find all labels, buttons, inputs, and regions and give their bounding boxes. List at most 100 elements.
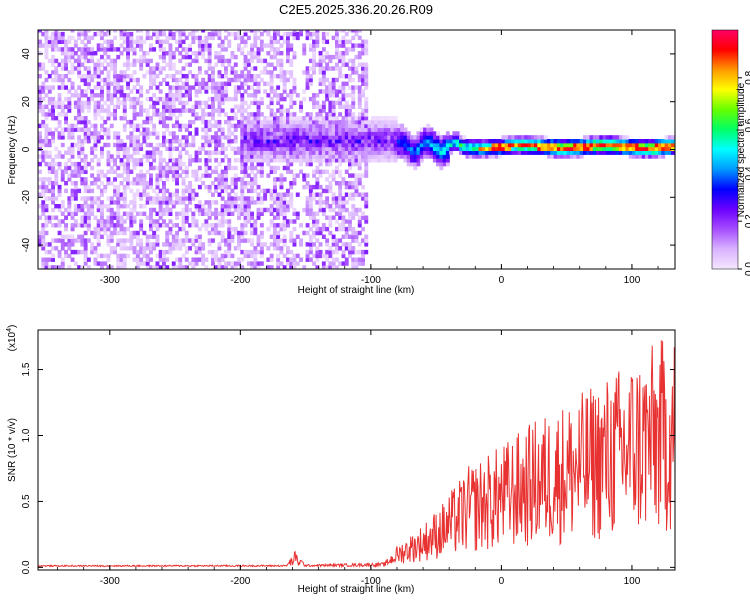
spectrogram-cell [527,139,532,144]
spectrogram-cell [233,31,238,37]
spectrogram-cell [250,116,254,121]
spectrogram-cell [240,51,245,56]
spectrogram-cell [256,127,261,132]
spectrogram-cell [426,127,431,132]
spectrogram-cell [204,70,209,75]
spectrogram-cell [361,211,365,216]
spectrogram-cell [220,100,225,106]
spectrogram-cell [149,35,153,41]
spectrogram-cell [80,204,85,209]
spectrogram-cell [341,223,346,228]
spectrogram-cell [233,165,238,171]
spectrogram-cell [256,58,261,64]
spectrogram-cell [315,253,320,259]
spectrogram-cell [250,215,254,220]
spectrogram-cell [113,188,117,194]
spectrogram-cell [286,127,290,132]
spectrogram-cell [184,51,189,56]
spectrogram-cell [83,196,88,201]
spectrogram-cell [142,74,147,79]
spectrogram-cell [344,169,349,174]
spectrogram-cell [625,139,630,144]
spectrogram-cell [286,249,290,255]
spectrogram-cell [211,261,215,266]
spectrogram-cell [279,93,284,98]
spectrogram-cell [60,142,65,148]
spectrogram-cell [122,211,127,216]
spectrogram-cell [331,169,336,174]
spectrogram-cell [243,196,248,201]
spectrogram-cell [328,261,333,266]
spectrogram-cell [233,196,238,201]
spectrogram-cell [269,188,274,194]
spectrogram-cell [246,116,251,121]
spectrogram-cell [338,135,343,140]
spectrogram-cell [286,139,290,144]
spectrogram-cell [240,207,245,213]
spectrogram-cell [563,142,568,148]
snr-x-ticks: -300 -200 -100 0 100 [57,330,659,587]
spectrogram-cell [73,104,78,109]
spectrogram-cell [158,215,163,220]
spectrogram-cell [273,169,277,174]
spectrogram-cell [289,31,294,37]
spectrogram-cell [312,96,316,102]
spectrogram-cell [73,249,78,255]
spectrogram-cell [96,30,101,33]
spectrogram-cell [524,142,529,148]
spectrogram-cell [142,173,147,178]
spectrogram-cell [129,219,134,224]
spectrogram-cell [488,142,493,148]
spectrogram-cell [207,188,212,194]
spectrogram-cell [184,246,189,251]
spectrogram-cell [240,116,245,121]
spectrogram-cell [253,253,258,259]
spectrogram-cell [321,169,326,174]
spectrogram-cell [351,204,356,209]
spectrogram-cell [279,192,284,197]
spectrogram-cell [514,142,519,148]
spectrogram-cell [295,116,300,121]
spectrogram-cell [204,173,209,178]
spectrogram-cell [243,165,248,171]
spectrogram-cell [217,135,222,140]
spectrogram-cell [547,139,551,144]
spectrogram-cell [308,238,313,243]
spectrogram-cell [214,89,219,94]
spectrogram-cell [51,223,55,228]
spectrogram-cell [351,226,356,232]
spectrogram-cell [432,146,437,151]
spectrogram-cell [253,146,258,151]
spectrogram-cell [139,249,144,255]
spectrogram-cell [132,165,137,171]
spectrogram-cell [279,108,284,113]
spectrogram-cell [54,223,59,228]
spectrogram-cell [315,169,320,174]
spectrogram-cell [328,173,333,178]
spectrogram-cell [344,31,349,37]
spectrogram-cell [119,116,124,121]
spectrogram-cell [315,249,320,255]
spectrogram-cell [149,154,153,159]
spectrogram-cell [335,35,339,41]
spectrogram-cell [109,265,114,269]
spectrogram-cell [224,173,228,178]
spectrogram-cell [397,135,401,140]
spectrogram-cell [315,116,320,121]
spectrogram-cell [100,89,104,94]
spectrogram-cell [282,150,287,155]
spectrogram-cell [315,230,320,236]
spectrogram-cell [354,234,359,239]
spectrogram-cell [54,30,59,33]
spectrogram-cell [651,154,656,159]
spectrogram-cell [240,184,245,190]
spectrogram-cell [230,116,235,121]
spectrogram-cell [331,177,336,182]
spectrogram-cell [93,123,98,129]
spectrogram-cell [321,127,326,132]
spectrogram-cell [73,165,78,171]
spectrogram-cell [60,135,65,140]
spectrogram-cell [162,123,166,129]
spectrogram-cell [328,142,333,148]
spectrogram-cell [122,188,127,194]
